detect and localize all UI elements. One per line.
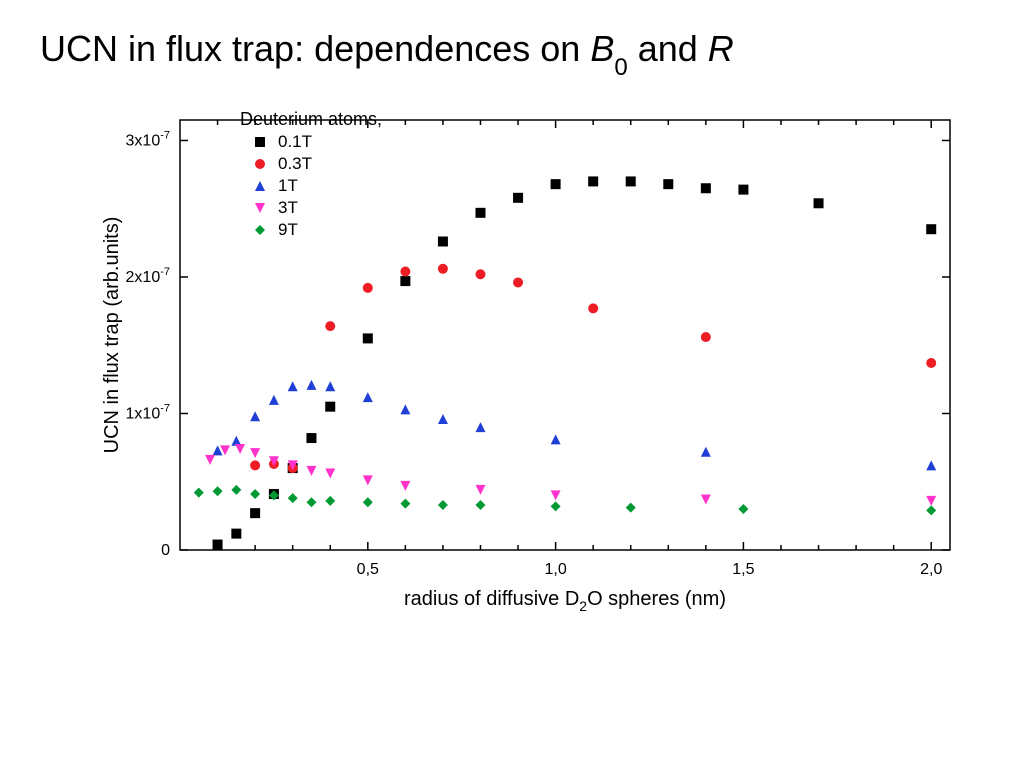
title-R: R bbox=[708, 28, 734, 69]
legend-title: Deuterium atoms, bbox=[240, 109, 382, 129]
legend-item: 0.3T bbox=[255, 154, 312, 173]
legend-item: 3T bbox=[255, 198, 298, 217]
legend-label: 1T bbox=[278, 176, 298, 195]
series-9T bbox=[194, 485, 936, 515]
title-pre: UCN in flux trap: dependences on bbox=[40, 28, 590, 69]
scatter-chart: 0,5 1,0 1,5 2,0 0 1x10-7 2x10-7 3x10-7 radius of… bbox=[100, 110, 970, 710]
series-0.1T bbox=[213, 176, 937, 549]
y-tick-label: 2x10-7 bbox=[126, 266, 170, 286]
x-axis-label: radius of diffusive D2O spheres (nm) bbox=[404, 588, 726, 614]
legend-label: 0.1T bbox=[278, 132, 312, 151]
x-tick-label: 1,0 bbox=[544, 561, 566, 578]
legend: Deuterium atoms, 0.1T 0.3T 1T 3T 9T bbox=[240, 109, 382, 239]
legend-label: 0.3T bbox=[278, 154, 312, 173]
title-B: B bbox=[590, 28, 614, 69]
legend-item: 9T bbox=[255, 220, 298, 239]
x-tick-label: 0,5 bbox=[357, 561, 379, 578]
y-axis-label: UCN in flux trap (arb.units) bbox=[101, 217, 123, 454]
legend-item: 1T bbox=[255, 176, 298, 195]
y-tick-label: 0 bbox=[161, 542, 170, 559]
legend-label: 3T bbox=[278, 198, 298, 217]
legend-item: 0.1T bbox=[255, 132, 312, 151]
x-tick-label: 2,0 bbox=[920, 561, 942, 578]
legend-label: 9T bbox=[278, 220, 298, 239]
page-title: UCN in flux trap: dependences on B0 and … bbox=[40, 28, 734, 76]
y-tick-label: 3x10-7 bbox=[126, 129, 170, 149]
x-tick-label: 1,5 bbox=[732, 561, 754, 578]
series-1T bbox=[213, 380, 937, 471]
title-sub0: 0 bbox=[614, 54, 627, 81]
series-3T bbox=[205, 444, 936, 506]
y-tick-label: 1x10-7 bbox=[126, 402, 170, 422]
series-0.3T bbox=[250, 264, 936, 473]
title-mid: and bbox=[628, 28, 708, 69]
